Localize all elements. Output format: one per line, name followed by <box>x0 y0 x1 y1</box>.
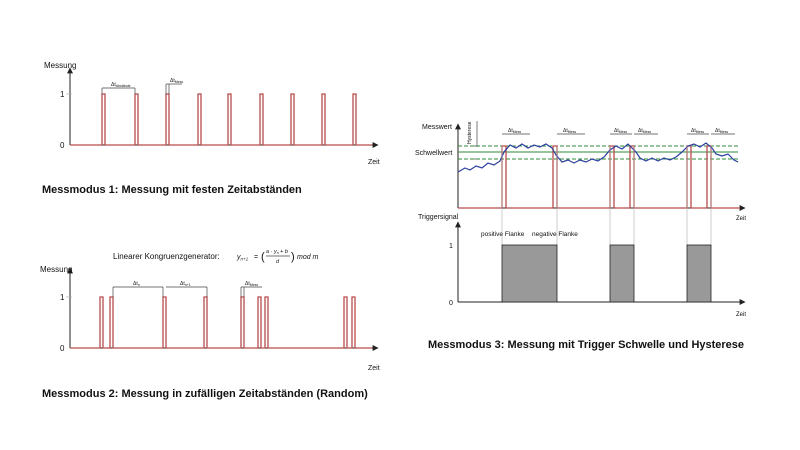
p3-bottom-x-axis-label: Zeit <box>736 312 746 318</box>
p2-formula-lhs: yn+1 <box>236 254 249 262</box>
p3-trigger-pulse-1 <box>501 244 558 303</box>
p2-measure-label: ΔtMess <box>245 281 258 287</box>
p3-dim-label-6: ΔtMess <box>715 128 728 134</box>
p3-hysteresis-label: Hysterese <box>467 121 473 144</box>
p2-formula-eq: = <box>254 254 258 261</box>
p1-interval-label: ΔtAbstände <box>111 82 131 88</box>
p3-dim-label-1: ΔtMess <box>508 128 521 134</box>
p3-falling-edge-label: negative Flanke <box>532 231 578 238</box>
svg-text:): ) <box>291 251 295 263</box>
p2-caption: Messmodus 2: Messung in zufälligen Zeita… <box>42 388 368 400</box>
p2-formula-mod: mod m <box>297 254 319 261</box>
p3-top-pulse-train <box>458 145 740 209</box>
p3-threshold-label: Schwellwert <box>415 150 452 157</box>
p1-caption: Messmodus 1: Messung mit festen Zeitabst… <box>42 184 302 196</box>
p1-x-axis-label: Zeit <box>368 159 380 166</box>
p2-tick-0: 0 <box>60 344 65 353</box>
p3-top-x-axis-label: Zeit <box>736 216 746 222</box>
p2-pulse-train <box>70 296 372 349</box>
svg-text:(: ( <box>261 251 265 263</box>
p3-top-y-axis-label: Messwert <box>422 124 452 131</box>
p3-trigger-pulse-3 <box>686 244 712 303</box>
p3-tick-1: 1 <box>449 243 453 250</box>
p2-interval-n-label: Δtn <box>133 281 140 287</box>
p3-edge-guides <box>501 146 712 245</box>
panel-trigger-hysteresis: Messwert Schwellwert Zeit Hysterese ΔtMe… <box>415 121 746 351</box>
p2-tick-1: 1 <box>60 293 65 302</box>
p2-formula-denominator: d <box>276 259 280 265</box>
p3-dim-label-4: ΔtMess <box>638 128 651 134</box>
p3-bottom-y-axis-label: Triggersignal <box>418 214 459 221</box>
p3-dim-label-2: ΔtMess <box>563 128 576 134</box>
p3-measured-curve <box>457 142 739 173</box>
p3-dim-label-5: ΔtMess <box>691 128 704 134</box>
p3-tick-0: 0 <box>449 300 453 307</box>
p2-y-axis-label: Messung <box>40 265 72 274</box>
p1-pulse-train <box>70 93 372 146</box>
p3-trigger-pulse-2 <box>609 244 635 303</box>
p2-x-axis-label: Zeit <box>368 365 380 372</box>
p3-rising-edge-label: positive Flanke <box>481 231 525 238</box>
p1-measure-label: ΔtMess <box>170 78 183 84</box>
p2-formula-numerator: a · yn + b <box>266 249 288 255</box>
p1-y-axis-label: Messung <box>44 61 76 70</box>
p1-tick-1: 1 <box>60 90 65 99</box>
p2-formula-title: Linearer Kongruenzgenerator: <box>113 252 220 261</box>
panel-fixed-interval: Messung Zeit 1 0 ΔtAbstände ΔtMess Messm… <box>42 61 380 196</box>
p3-caption: Messmodus 3: Messung mit Trigger Schwell… <box>428 339 744 351</box>
panel-random-interval: Linearer Kongruenzgenerator: yn+1 = ( a … <box>40 249 380 400</box>
p2-formula: yn+1 = ( a · yn + b d ) mod m <box>236 249 319 265</box>
p3-dim-label-3: ΔtMess <box>614 128 627 134</box>
p2-interval-n1-label: Δtn+1 <box>180 281 191 287</box>
p1-tick-0: 0 <box>60 141 65 150</box>
